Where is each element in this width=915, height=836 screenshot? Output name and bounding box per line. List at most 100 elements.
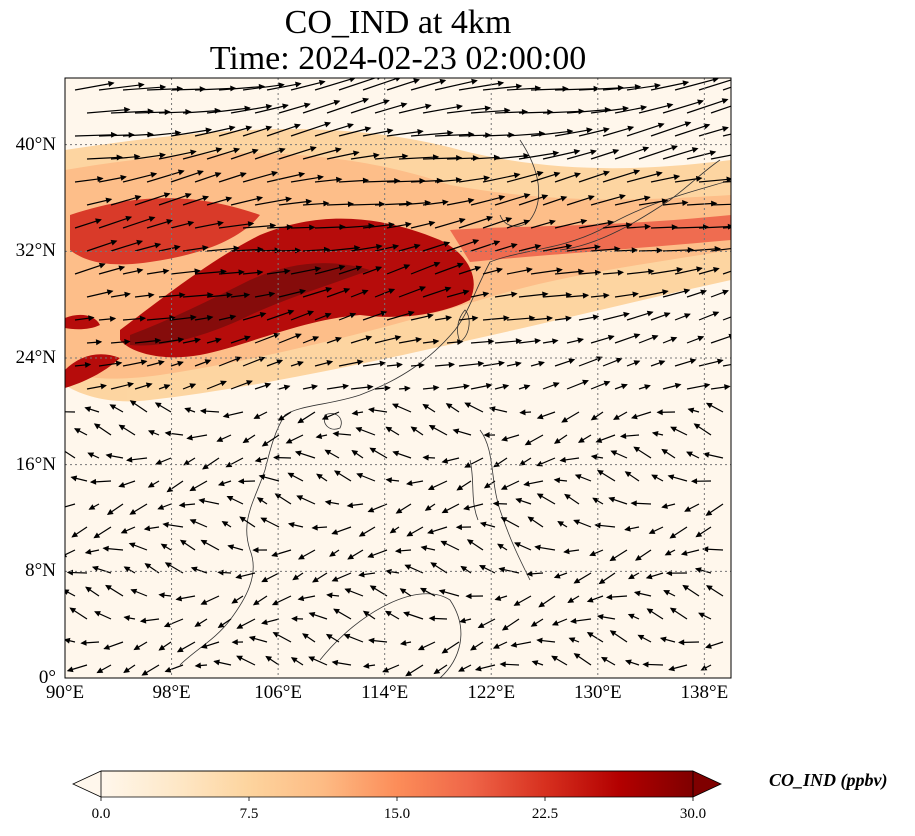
wind-arrow (557, 520, 568, 528)
wind-arrow (248, 635, 268, 643)
wind-arrow (287, 522, 304, 528)
wind-arrow (338, 126, 372, 137)
wind-arrow (518, 457, 532, 466)
wind-arrow (441, 457, 460, 464)
wind-arrow (292, 572, 304, 581)
wind-arrow (405, 664, 424, 677)
wind-arrow (182, 195, 210, 206)
wind-arrow (122, 84, 167, 91)
wind-arrow (227, 544, 244, 551)
wind-arrow (254, 196, 293, 206)
wind-arrow (266, 224, 294, 231)
wind-arrow (86, 239, 118, 252)
map-title: CO_IND at 4km (284, 4, 512, 41)
wind-arrow (638, 102, 674, 114)
wind-arrow (578, 219, 615, 229)
colorbar-tick-label: 30.0 (679, 806, 707, 822)
wind-arrow (278, 384, 291, 391)
wind-arrow (314, 78, 356, 91)
wind-arrow (410, 261, 441, 275)
wind-arrow (440, 540, 460, 551)
wind-arrow (261, 434, 280, 447)
wind-arrow (566, 195, 595, 206)
wind-arrow (158, 292, 186, 299)
wind-arrow (661, 503, 676, 509)
longitude-tick-label: 138°E (680, 682, 729, 703)
wind-arrow (321, 411, 340, 420)
wind-arrow (326, 201, 355, 208)
wind-arrow (272, 632, 292, 643)
wind-arrow (213, 659, 232, 666)
wind-arrow (542, 243, 573, 252)
wind-arrow (266, 268, 291, 275)
wind-arrow (290, 79, 326, 91)
wind-arrow (470, 107, 511, 114)
wind-arrow (501, 434, 520, 442)
wind-arrow (710, 384, 731, 391)
wind-arrow (626, 223, 651, 230)
wind-arrow (602, 269, 625, 276)
wind-arrow (650, 224, 679, 231)
wind-arrow (596, 469, 616, 482)
wind-arrow (230, 103, 273, 114)
wind-arrow (458, 265, 482, 275)
wind-arrow (290, 657, 304, 666)
wind-arrow (669, 526, 688, 539)
wind-arrow (266, 309, 295, 321)
wind-arrow (662, 288, 691, 298)
wind-arrow (494, 153, 530, 160)
wind-arrow (134, 337, 162, 344)
wind-arrow (315, 433, 328, 440)
latitude-tick-label: 24°N (15, 347, 56, 368)
wind-arrow (230, 148, 259, 160)
wind-arrow (651, 430, 664, 437)
wind-arrow (355, 426, 376, 436)
wind-arrow (162, 521, 184, 528)
wind-arrow (686, 451, 700, 459)
wind-arrow (566, 149, 597, 160)
map-panel (65, 78, 731, 678)
wind-arrow (314, 264, 346, 275)
wind-arrow (434, 217, 466, 229)
wind-arrow (278, 198, 313, 206)
wind-arrow (93, 423, 112, 436)
wind-arrow (398, 243, 421, 252)
wind-arrow (524, 434, 544, 446)
wind-arrow (589, 549, 604, 557)
wind-arrow (614, 383, 628, 390)
wind-arrow (110, 239, 144, 252)
wind-arrow (367, 549, 388, 558)
wind-arrow (602, 357, 623, 367)
wind-arrow (252, 595, 268, 606)
wind-arrow (266, 359, 284, 367)
wind-arrow (530, 360, 545, 367)
wind-arrow (297, 549, 316, 560)
wind-arrow (650, 266, 684, 275)
wind-arrow (570, 617, 592, 624)
wind-arrow (122, 315, 147, 322)
wind-arrow (122, 267, 144, 275)
wind-arrow (434, 262, 464, 275)
wind-arrow (694, 567, 712, 574)
wind-arrow (278, 102, 311, 114)
wind-arrow (513, 595, 532, 606)
wind-arrow (74, 315, 95, 322)
wind-arrow (494, 338, 523, 345)
wind-arrow (609, 630, 628, 643)
wind-arrow (374, 244, 400, 252)
wind-arrow (254, 456, 268, 463)
wind-arrow (74, 80, 115, 91)
wind-arrow (586, 631, 604, 643)
wind-arrow (518, 243, 542, 252)
wind-arrow (648, 526, 664, 534)
wind-arrow (710, 203, 731, 206)
wind-arrow (296, 495, 316, 505)
wind-arrow (542, 149, 581, 160)
wind-arrow (398, 385, 411, 392)
wind-arrow (434, 361, 455, 368)
wind-arrow (326, 97, 370, 114)
wind-arrow (386, 221, 412, 229)
wind-arrow (626, 310, 654, 321)
wind-arrow (568, 637, 580, 643)
wind-arrow (362, 221, 395, 229)
